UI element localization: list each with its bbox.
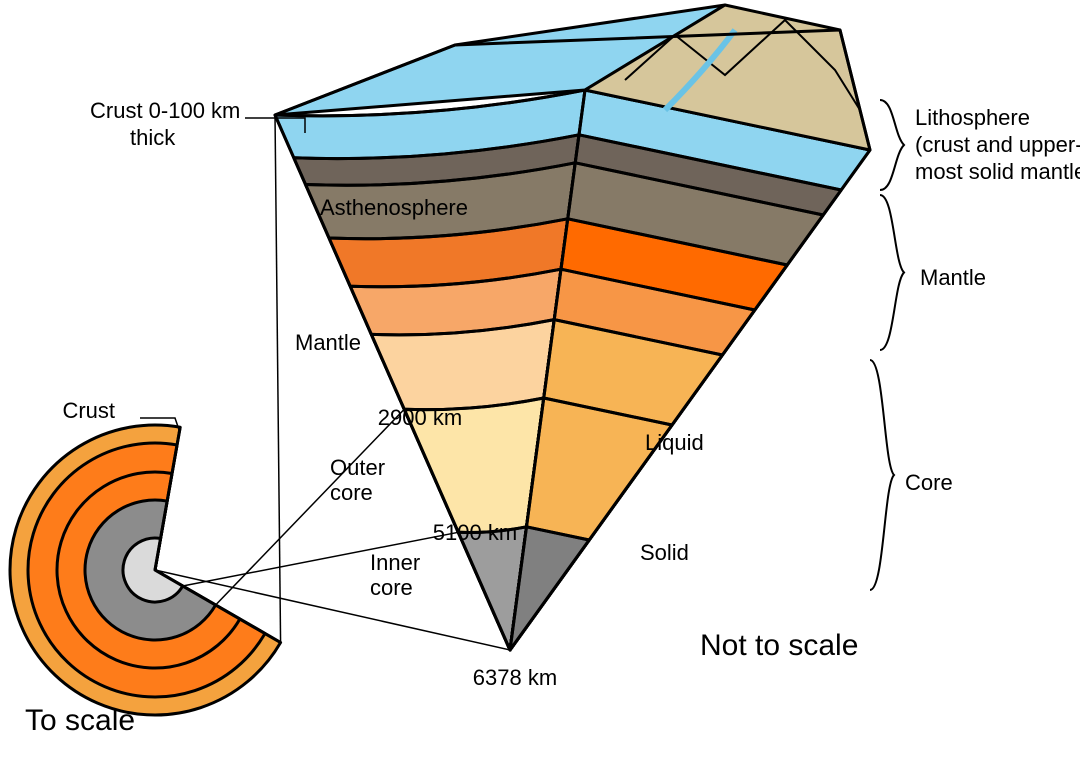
inner_core_1: Inner [370,550,420,575]
bracket [880,100,904,190]
crust_small: Crust [62,398,115,423]
inner_core_2: core [370,575,413,600]
asthenosphere: Asthenosphere [320,195,468,220]
d5100: 5100 km [433,520,517,545]
bracket [880,195,904,350]
outer_core_2: core [330,480,373,505]
core_right: Core [905,470,953,495]
bracket [870,360,894,590]
lithosphere_2: (crust and upper- [915,132,1080,157]
outer_core_1: Outer [330,455,385,480]
mantle_left: Mantle [295,330,361,355]
lithosphere_3: most solid mantle) [915,159,1080,184]
crust_thickness_1: Crust 0-100 km [90,98,240,123]
liquid: Liquid [645,430,704,455]
d6378: 6378 km [473,665,557,690]
to_scale: To scale [25,704,135,737]
crust_thickness_2: thick [130,125,176,150]
lithosphere_1: Lithosphere [915,105,1030,130]
solid: Solid [640,540,689,565]
mantle_right: Mantle [920,265,986,290]
connector-crust [275,115,281,643]
not_to_scale: Not to scale [700,629,858,662]
d2900: 2900 km [378,405,462,430]
